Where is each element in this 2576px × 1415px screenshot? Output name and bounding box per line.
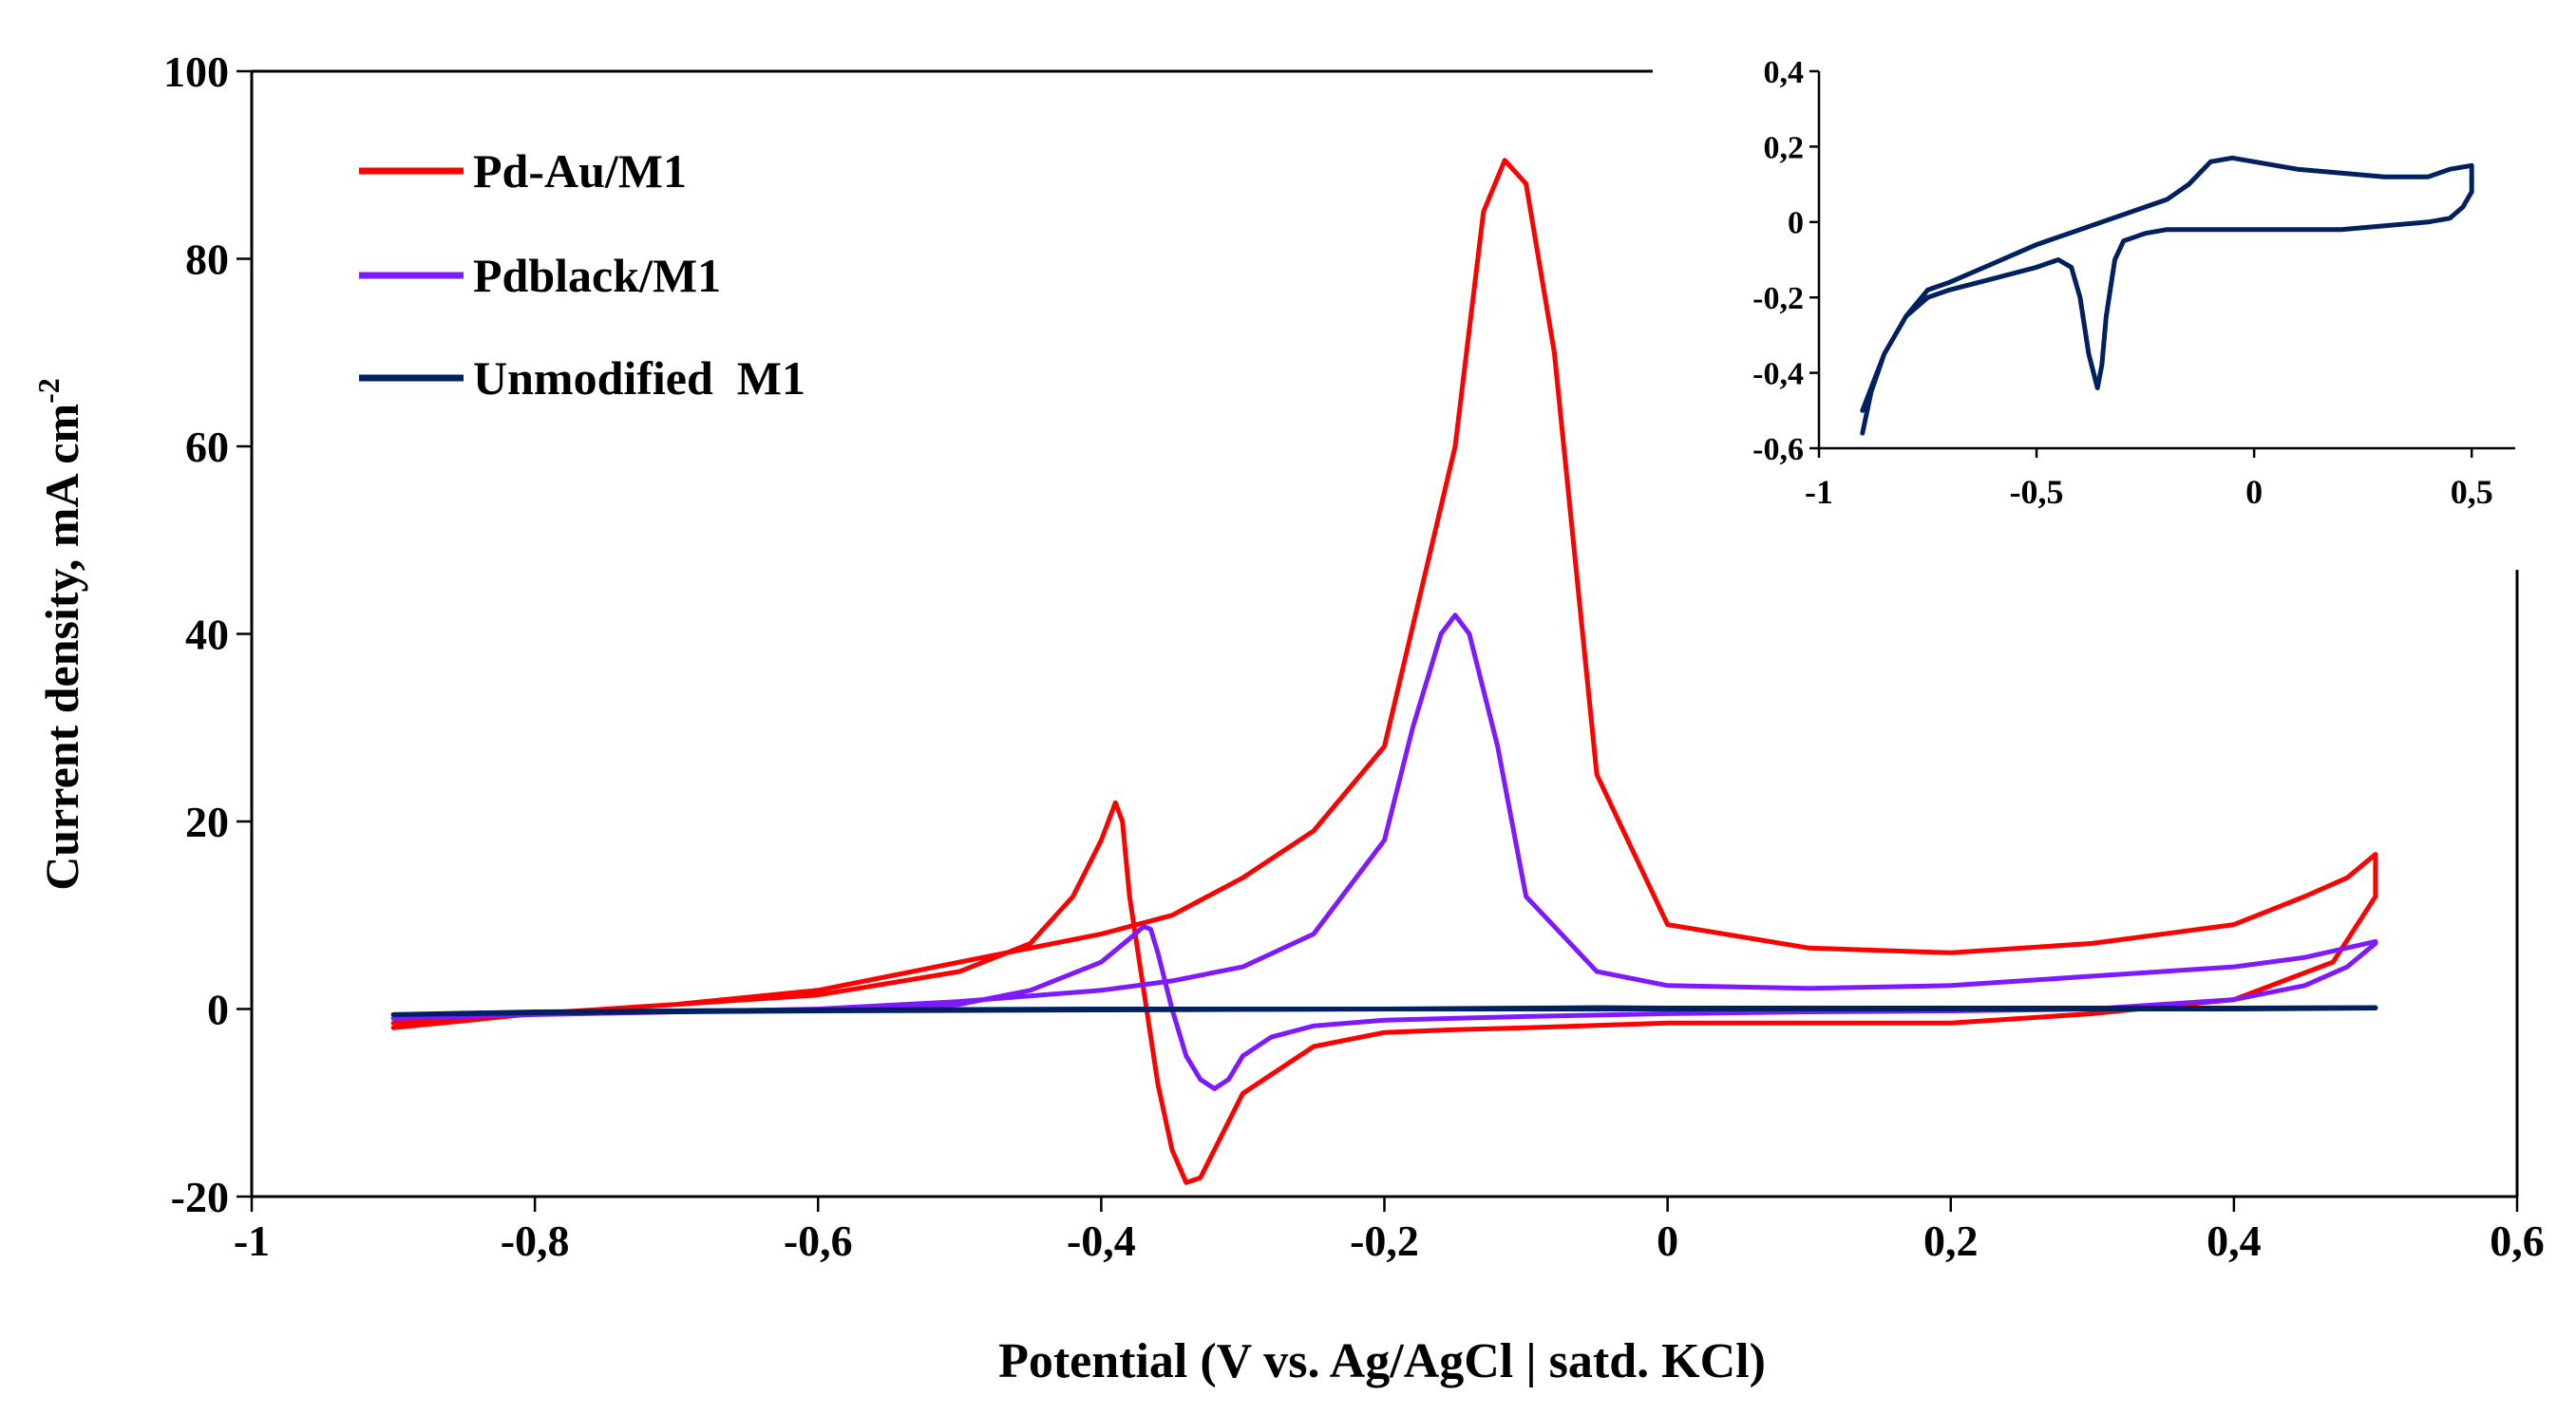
main-y-tick-label: 40: [185, 611, 229, 659]
main-x-tick-label: 0,4: [2207, 1217, 2262, 1265]
legend-label-pdblack: Pdblack/M1: [473, 249, 721, 302]
inset-y-tick-label: 0: [1788, 206, 1804, 241]
main-series: [390, 158, 2378, 1185]
main-series-line-2: [390, 1005, 2378, 1017]
inset-plot: -1 -0,5 0 0,5 -0,6 -0,4 -0,2 0 0,2 0,4: [1653, 38, 2529, 570]
inset-y-tick-label: 0,2: [1764, 130, 1805, 165]
main-x-tick-label: 0: [1657, 1217, 1678, 1265]
inset-y-tick-label: 0,4: [1764, 55, 1805, 90]
inset-x-tick-label: 0,5: [2451, 473, 2493, 511]
main-x-tick-label: -1: [234, 1217, 270, 1265]
main-y-tick-label: -20: [171, 1173, 229, 1221]
main-ticks: -1 -0,8 -0,6 -0,4 -0,2 0 0,2 0,4 0,6 -20 0 20 40 60 80…: [163, 47, 2545, 1265]
main-x-tick-label: -0,6: [784, 1217, 853, 1265]
inset-series-line-0: [1860, 155, 2474, 436]
legend: Pd-Au/M1 Pdblack/M1 Unmodified M1: [359, 144, 805, 405]
y-axis-title-main: Current density, mA cm: [35, 404, 88, 891]
legend-item: Pd-Au/M1: [359, 144, 687, 198]
x-axis-title: Potential (V vs. Ag/AgCl | satd. KCl): [998, 1334, 1766, 1388]
main-y-tick-label: 80: [185, 236, 229, 284]
inset-y-tick-label: -0,2: [1752, 281, 1804, 316]
inset-x-tick-label: -0,5: [2010, 473, 2064, 511]
main-y-tick-label: 20: [185, 798, 229, 846]
main-x-tick-label: -0,4: [1067, 1217, 1136, 1265]
main-series-line-0: [390, 158, 2378, 1185]
y-axis-title: Current density, mA cm-2: [31, 378, 88, 891]
inset-x-tick-label: -1: [1805, 473, 1833, 511]
main-series-line-1: [390, 613, 2378, 1091]
legend-label-unmodified: Unmodified M1: [473, 351, 805, 405]
inset-background: [1653, 38, 2529, 570]
main-y-tick-label: 60: [185, 423, 229, 471]
y-axis-title-sup: -2: [31, 378, 66, 404]
inset-x-tick-label: 0: [2245, 473, 2263, 511]
main-x-tick-label: 0,2: [1923, 1217, 1979, 1265]
legend-item: Unmodified M1: [359, 351, 805, 405]
main-x-tick-label: -0,2: [1350, 1217, 1419, 1265]
main-x-tick-label: -0,8: [501, 1217, 570, 1265]
main-x-tick-label: 0,6: [2490, 1217, 2545, 1265]
legend-label-pd-au: Pd-Au/M1: [473, 144, 687, 198]
main-y-tick-label: 0: [207, 986, 229, 1034]
inset-ticks: -1 -0,5 0 0,5 -0,6 -0,4 -0,2 0 0,2 0,4: [1752, 55, 2493, 511]
inset-y-tick-label: -0,6: [1752, 432, 1804, 467]
inset-y-tick-label: -0,4: [1752, 357, 1804, 392]
main-plot: -1 -0,8 -0,6 -0,4 -0,2 0 0,2 0,4 0,6 -20 0 20 40 60 80…: [163, 47, 2545, 1265]
legend-item: Pdblack/M1: [359, 249, 721, 302]
main-y-tick-label: 100: [163, 47, 229, 96]
inset-series: [1860, 155, 2474, 436]
